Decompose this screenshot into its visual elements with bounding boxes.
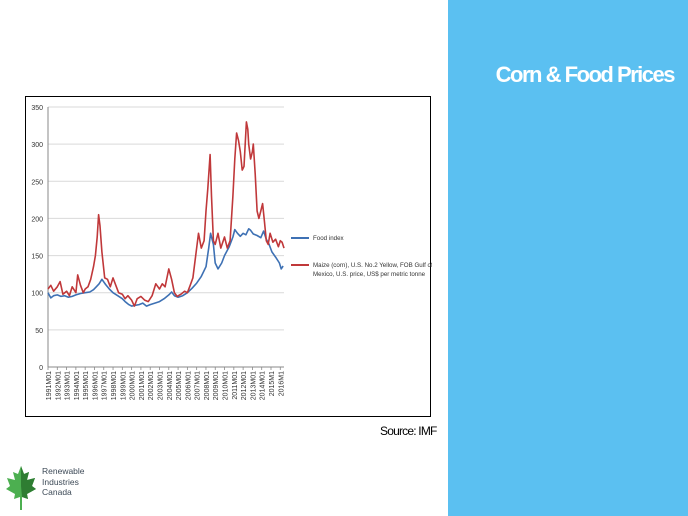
x-tick-label: 1994M01 [74,371,81,400]
y-tick-label: 50 [35,328,43,335]
maize-price-line [47,121,285,307]
y-tick-label: 150 [31,254,43,261]
x-tick-label: 2001M01 [139,371,146,400]
x-tick-label: 2012M01 [241,371,248,400]
y-tick-labels: 0 50 100 150 200 250 300 350 [31,105,43,372]
x-tick-label: 2002M01 [148,371,155,400]
x-tick-label: 2003M01 [157,371,164,400]
x-tick-label: 1993M01 [65,371,72,400]
x-tick-label: 2008M01 [204,371,211,400]
y-tick-label: 100 [31,291,43,298]
x-tick-label: 2013M01 [250,371,257,400]
food-index-line [47,228,284,307]
y-tick-label: 250 [31,179,43,186]
x-tick-label: 1996M01 [92,371,99,400]
y-tick-label: 350 [31,105,43,112]
legend: Food index Maize (corn), U.S. No.2 Yellow… [291,235,432,278]
x-tick-label: 2015M1 [269,371,276,396]
legend-label: Maize (corn), U.S. No.2 Yellow, FOB Gulf… [313,262,432,278]
title-panel: Corn & Food Prices [448,0,688,516]
x-tick-label: 1997M01 [102,371,109,400]
logo-line-2: Industries [42,476,79,487]
maple-leaf-icon [6,466,36,510]
y-tick-label: 0 [39,365,43,372]
chart-axes [47,107,284,370]
series-lines [47,121,285,307]
x-tick-label: 2011M01 [232,371,239,400]
x-tick-label: 1995M01 [83,371,90,400]
x-tick-label: 1998M01 [111,371,118,400]
source-note: Source: IMF [380,424,437,438]
x-tick-label: 2004M01 [167,371,174,400]
chart-svg: 0 50 100 150 200 250 300 350 1991M01 1992M01 1993… [31,105,432,400]
x-tick-label: 1999M01 [120,371,127,400]
x-tick-label: 2005M01 [176,371,183,400]
x-tick-label: 2000M01 [130,371,137,400]
x-tick-label: 2010M01 [223,371,230,400]
logo-line-3: Canada [42,487,72,497]
logo-text: Renewable Industries Canada [42,466,85,498]
x-tick-label: 2006M01 [185,371,192,400]
line-chart: 0 50 100 150 200 250 300 350 1991M01 1992M01 1993… [25,96,432,417]
logo-line-1: Renewable [42,466,85,476]
legend-label: Food index [313,235,345,242]
y-tick-label: 200 [31,216,43,223]
x-tick-label: 2009M01 [213,371,220,400]
x-tick-label: 2016M1 [278,371,285,396]
x-tick-label: 1991M01 [46,371,53,400]
slide-title: Corn & Food Prices [495,62,676,87]
x-tick-label: 2014M01 [260,371,267,400]
x-tick-label: 2007M01 [195,371,202,400]
company-logo: Renewable Industries Canada [5,466,125,512]
x-tick-labels: 1991M01 1992M01 1993M01 1994M01 1995M01 1996M… [46,371,285,400]
y-tick-label: 300 [31,142,43,149]
x-tick-label: 1992M01 [55,371,62,400]
